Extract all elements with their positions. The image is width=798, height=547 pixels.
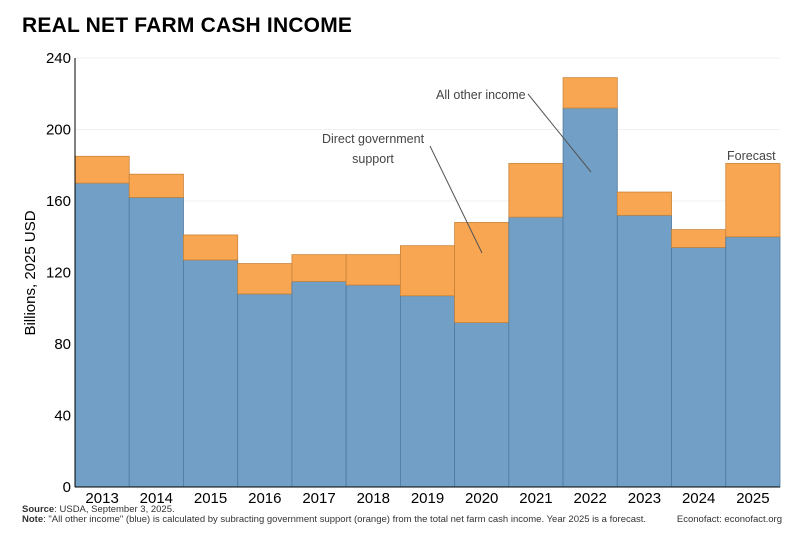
bar-other-income-2013 <box>74 182 130 488</box>
x-tick-label-2018: 2018 <box>357 490 390 507</box>
x-tick-label-2023: 2023 <box>628 490 661 507</box>
x-tick-label-2021: 2021 <box>519 490 552 507</box>
bar-government-support-2017 <box>291 254 347 282</box>
source-text: : USDA, September 3, 2025. <box>54 504 175 515</box>
y-axis-label: Billions, 2025 USD <box>22 210 39 335</box>
y-tick-label: 40 <box>54 408 71 425</box>
x-tick-label-2015: 2015 <box>194 490 227 507</box>
bar-other-income-2022 <box>562 107 618 488</box>
bar-government-support-2019 <box>399 245 456 297</box>
y-tick-label: 80 <box>54 336 71 353</box>
x-tick-label-2025: 2025 <box>736 490 769 507</box>
x-tick-label-2019: 2019 <box>411 490 444 507</box>
annotation-forecast: Forecast <box>727 149 776 163</box>
bar-other-income-2024 <box>671 247 727 488</box>
x-tick-label-2020: 2020 <box>465 490 498 507</box>
bar-government-support-2025 <box>725 163 781 238</box>
source-note: Source: USDA, September 3, 2025. <box>22 504 175 515</box>
bar-other-income-2021 <box>508 216 564 488</box>
annotation-all-other-income-pointer <box>527 93 592 173</box>
annotation-government-support-pointer <box>429 145 483 254</box>
bar-other-income-2025 <box>725 236 781 488</box>
x-tick-labels: 2013 2014 2015 2016 2017 2018 2019 2020 2021 2022… <box>85 490 769 507</box>
x-tick-label-2017: 2017 <box>302 490 335 507</box>
bar-government-support-2014 <box>128 173 184 198</box>
note-label: Note <box>22 514 44 525</box>
credit: Econofact: econofact.org <box>676 514 782 525</box>
x-tick-label-2024: 2024 <box>682 490 715 507</box>
bar-government-support-2024 <box>671 229 727 248</box>
bar-other-income-2018 <box>345 284 401 488</box>
bar-other-income-2020 <box>454 322 510 488</box>
y-tick-label: 120 <box>46 265 71 282</box>
bars <box>74 77 781 488</box>
bar-other-income-2017 <box>291 281 347 488</box>
bar-government-support-2021 <box>508 163 564 218</box>
bar-government-support-2022 <box>562 77 618 109</box>
x-tick-label-2013: 2013 <box>85 490 118 507</box>
bar-other-income-2016 <box>237 293 293 488</box>
annotation-all-other-income: All other income <box>436 88 526 102</box>
y-tick-label: 160 <box>46 193 71 210</box>
source-label: Source <box>22 504 55 515</box>
bar-government-support-2013 <box>74 155 130 184</box>
annotations: All other income Direct government suppo… <box>322 88 776 254</box>
bar-government-support-2023 <box>616 191 672 216</box>
y-tick-label: 200 <box>46 122 71 139</box>
bar-government-support-2016 <box>237 263 293 295</box>
x-tick-label-2022: 2022 <box>574 490 607 507</box>
chart-title: REAL NET FARM CASH INCOME <box>22 14 353 37</box>
axes <box>74 58 780 488</box>
footnote: Note: "All other income" (blue) is calcu… <box>22 514 646 525</box>
annotation-government-support-line1: Direct government <box>322 132 425 146</box>
bar-other-income-2023 <box>616 214 672 488</box>
bar-government-support-2015 <box>183 234 239 261</box>
note-text: : "All other income" (blue) is calculate… <box>43 514 647 525</box>
annotation-government-support-line2: support <box>352 152 394 166</box>
bar-other-income-2019 <box>399 295 456 488</box>
x-tick-label-2014: 2014 <box>140 490 173 507</box>
y-tick-label: 0 <box>63 479 71 496</box>
bar-government-support-2020 <box>454 222 510 323</box>
x-tick-label-2016: 2016 <box>248 490 281 507</box>
y-tick-labels: 0 40 80 120 160 200 240 <box>46 50 71 496</box>
y-tick-label: 240 <box>46 50 71 67</box>
bar-government-support-2018 <box>345 254 401 286</box>
bar-other-income-2014 <box>128 197 184 488</box>
bar-other-income-2015 <box>183 259 239 488</box>
